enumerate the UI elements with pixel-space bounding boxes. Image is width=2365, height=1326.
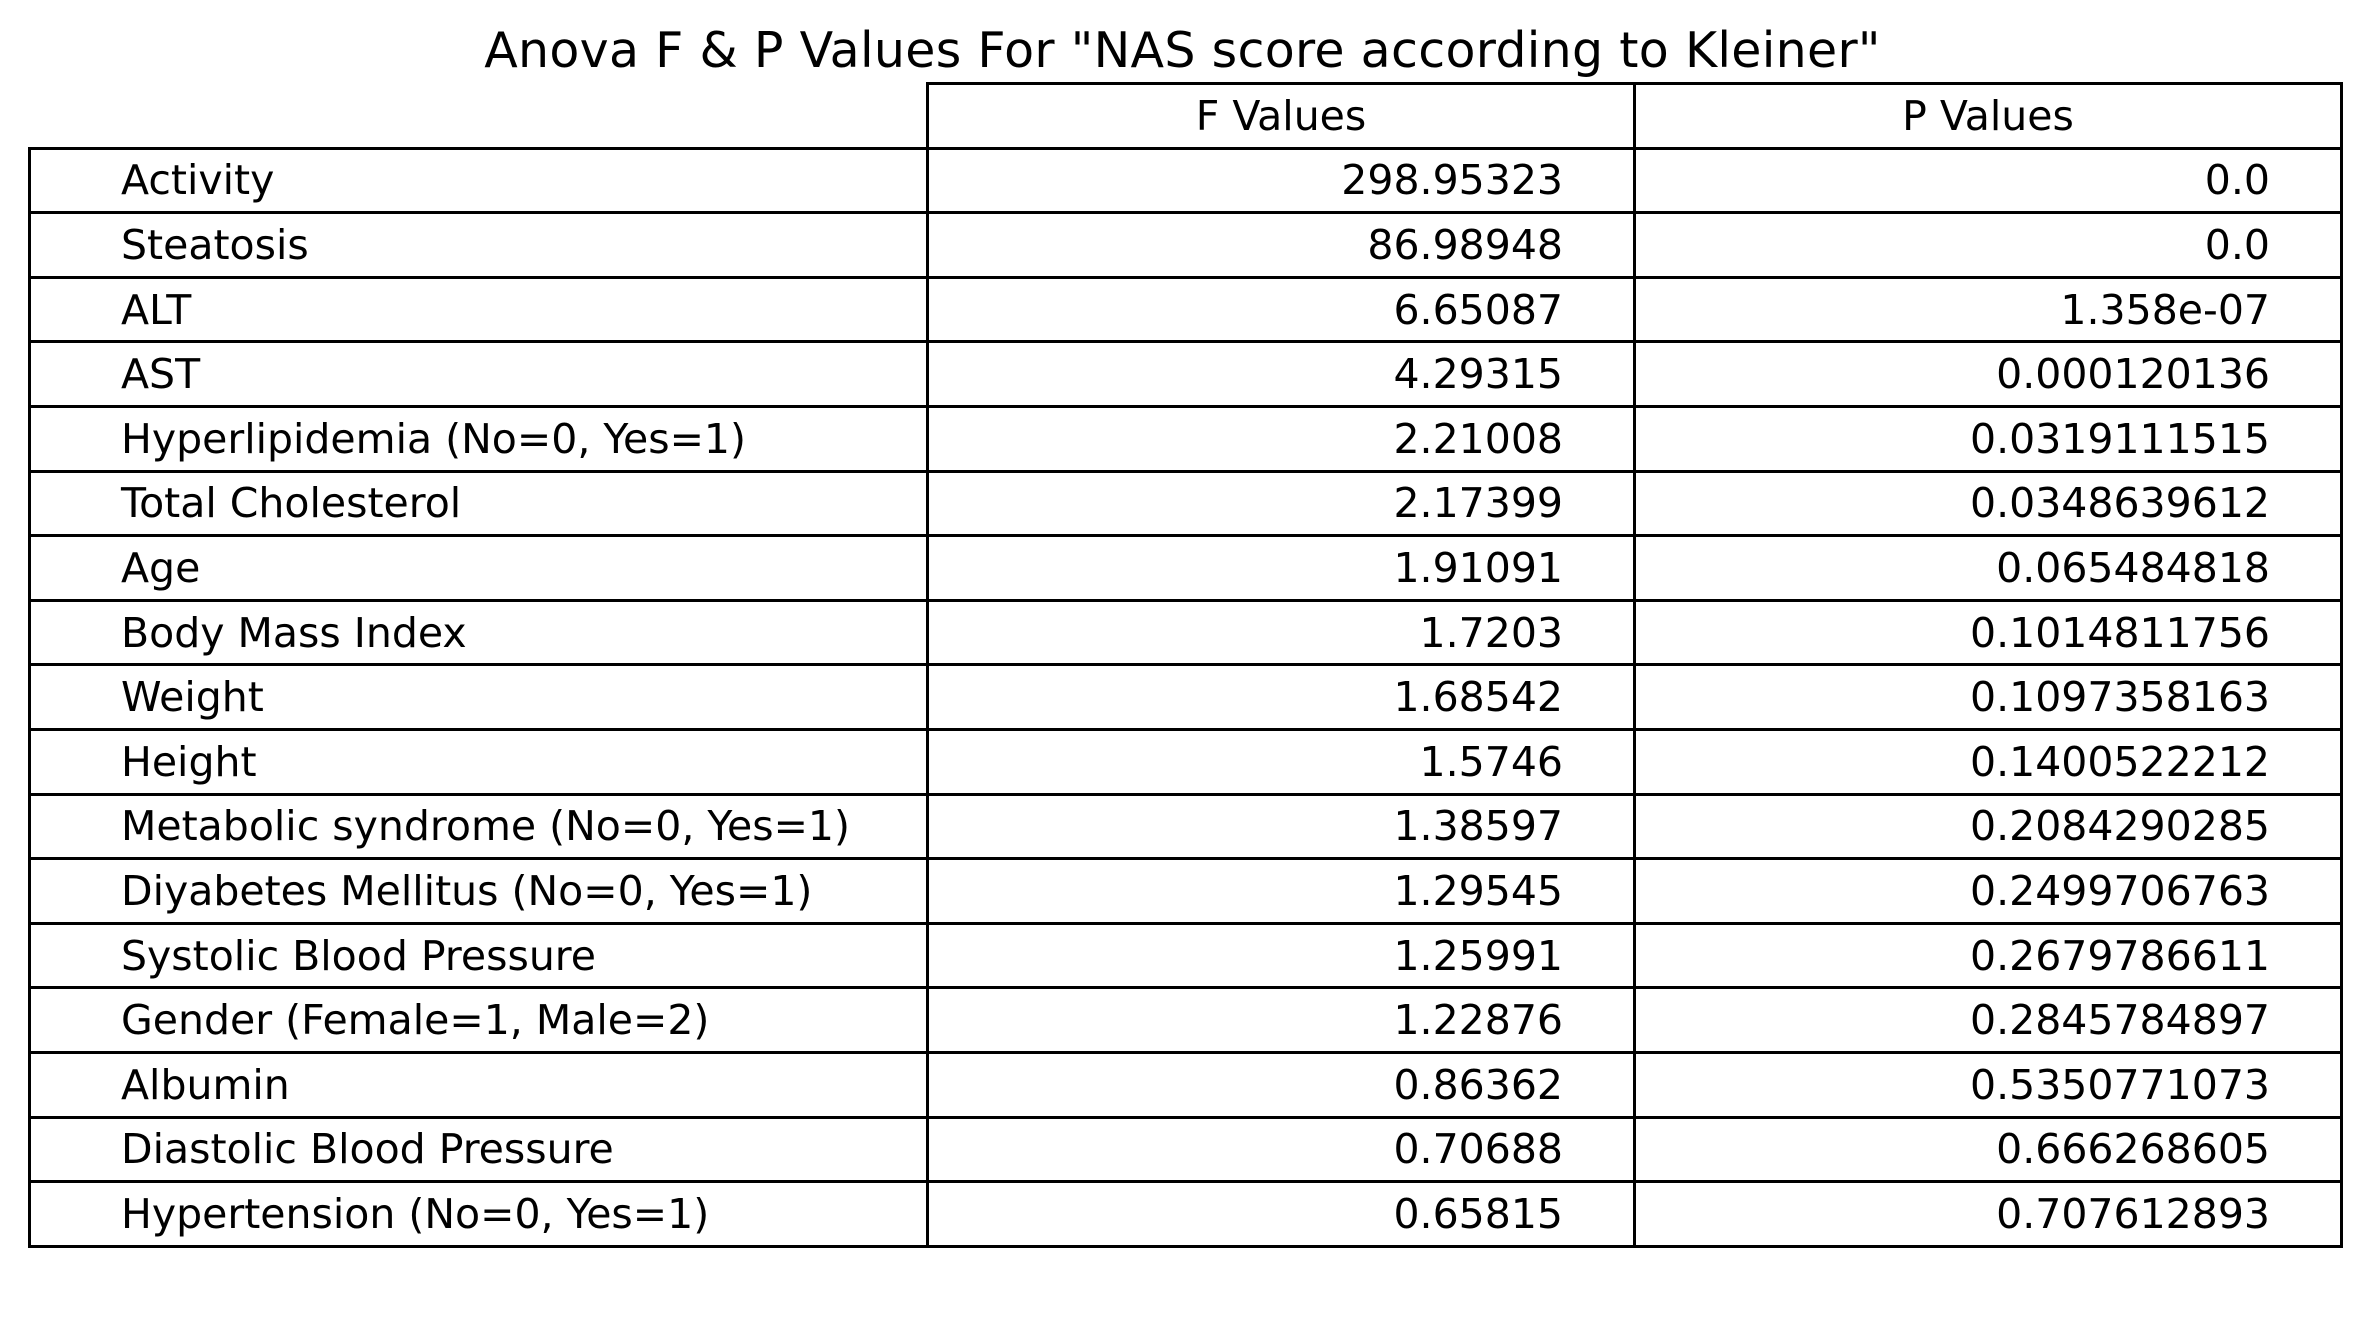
- column-header-f-values: F Values: [926, 82, 1636, 150]
- p-value-cell: 0.666268605: [1633, 1115, 2343, 1184]
- f-value-cell: 1.22876: [926, 986, 1636, 1054]
- f-value-cell: 1.7203: [926, 598, 1636, 667]
- f-value-cell: 0.65815: [926, 1180, 1636, 1248]
- p-value-cell: 0.1097358163: [1633, 663, 2343, 731]
- row-label: AST: [28, 340, 929, 408]
- p-value-cell: 0.0: [1633, 211, 2343, 279]
- f-value-cell: 2.21008: [926, 404, 1636, 473]
- p-value-cell: 0.5350771073: [1633, 1050, 2343, 1119]
- p-value-cell: 0.0348639612: [1633, 469, 2343, 538]
- row-label: Albumin: [28, 1050, 929, 1119]
- f-value-cell: 6.65087: [926, 275, 1636, 344]
- table-row: Age 1.91091 0.065484818: [28, 534, 2343, 602]
- p-value-cell: 0.0: [1633, 146, 2343, 215]
- p-value-cell: 0.2084290285: [1633, 792, 2343, 861]
- table-row: Metabolic syndrome (No=0, Yes=1) 1.38597 0…: [28, 792, 2343, 861]
- table-row: Weight 1.68542 0.1097358163: [28, 663, 2343, 731]
- p-value-cell: 0.000120136: [1633, 340, 2343, 408]
- table-row: Diastolic Blood Pressure 0.70688 0.6662686…: [28, 1115, 2343, 1184]
- p-value-cell: 1.358e-07: [1633, 275, 2343, 344]
- p-value-cell: 0.065484818: [1633, 534, 2343, 602]
- row-label: Gender (Female=1, Male=2): [28, 986, 929, 1054]
- p-value-cell: 0.2845784897: [1633, 986, 2343, 1054]
- f-value-cell: 86.98948: [926, 211, 1636, 279]
- f-value-cell: 1.5746: [926, 727, 1636, 796]
- table-body: Activity 298.95323 0.0 Steatosis 86.98948 0.0…: [28, 146, 2343, 1248]
- f-value-cell: 2.17399: [926, 469, 1636, 538]
- header-row: F Values P Values: [29, 82, 2343, 150]
- table-row: AST 4.29315 0.000120136: [28, 340, 2343, 408]
- table-row: Body Mass Index 1.7203 0.1014811756: [28, 598, 2343, 667]
- column-header-p-values: P Values: [1633, 82, 2343, 150]
- table-row: Total Cholesterol 2.17399 0.0348639612: [28, 469, 2343, 538]
- row-label: ALT: [28, 275, 929, 344]
- row-label: Activity: [28, 146, 929, 215]
- p-value-cell: 0.1400522212: [1633, 727, 2343, 796]
- p-value-cell: 0.2499706763: [1633, 857, 2343, 925]
- row-label: Diastolic Blood Pressure: [28, 1115, 929, 1184]
- table-row: Albumin 0.86362 0.5350771073: [28, 1050, 2343, 1119]
- row-label: Hyperlipidemia (No=0, Yes=1): [28, 404, 929, 473]
- f-value-cell: 4.29315: [926, 340, 1636, 408]
- p-value-cell: 0.707612893: [1633, 1180, 2343, 1248]
- table-row: ALT 6.65087 1.358e-07: [28, 275, 2343, 344]
- row-label: Height: [28, 727, 929, 796]
- f-value-cell: 1.91091: [926, 534, 1636, 602]
- table-row: Gender (Female=1, Male=2) 1.22876 0.284578…: [28, 986, 2343, 1054]
- p-value-cell: 0.2679786611: [1633, 921, 2343, 990]
- table-row: Hypertension (No=0, Yes=1) 0.65815 0.70761…: [28, 1180, 2343, 1248]
- table-row: Hyperlipidemia (No=0, Yes=1) 2.21008 0.031…: [28, 404, 2343, 473]
- row-label: Age: [28, 534, 929, 602]
- row-label: Total Cholesterol: [28, 469, 929, 538]
- row-label: Hypertension (No=0, Yes=1): [28, 1180, 929, 1248]
- table-row: Systolic Blood Pressure 1.25991 0.26797866…: [28, 921, 2343, 990]
- f-value-cell: 298.95323: [926, 146, 1636, 215]
- anova-table: F Values P Values Activity 298.95323 0.0 St…: [28, 82, 2343, 1248]
- f-value-cell: 1.38597: [926, 792, 1636, 861]
- p-value-cell: 0.0319111515: [1633, 404, 2343, 473]
- row-label: Steatosis: [28, 211, 929, 279]
- row-label: Weight: [28, 663, 929, 731]
- row-label: Metabolic syndrome (No=0, Yes=1): [28, 792, 929, 861]
- f-value-cell: 1.29545: [926, 857, 1636, 925]
- row-label: Diyabetes Mellitus (No=0, Yes=1): [28, 857, 929, 925]
- f-value-cell: 0.86362: [926, 1050, 1636, 1119]
- p-value-cell: 0.1014811756: [1633, 598, 2343, 667]
- table-row: Height 1.5746 0.1400522212: [28, 727, 2343, 796]
- table-row: Activity 298.95323 0.0: [28, 146, 2343, 215]
- table-row: Diyabetes Mellitus (No=0, Yes=1) 1.29545 0…: [28, 857, 2343, 925]
- f-value-cell: 0.70688: [926, 1115, 1636, 1184]
- table-row: Steatosis 86.98948 0.0: [28, 211, 2343, 279]
- row-label: Systolic Blood Pressure: [28, 921, 929, 990]
- f-value-cell: 1.25991: [926, 921, 1636, 990]
- row-label: Body Mass Index: [28, 598, 929, 667]
- f-value-cell: 1.68542: [926, 663, 1636, 731]
- table-title: Anova F & P Values For "NAS score accord…: [484, 22, 1881, 79]
- corner-cell: [29, 83, 929, 150]
